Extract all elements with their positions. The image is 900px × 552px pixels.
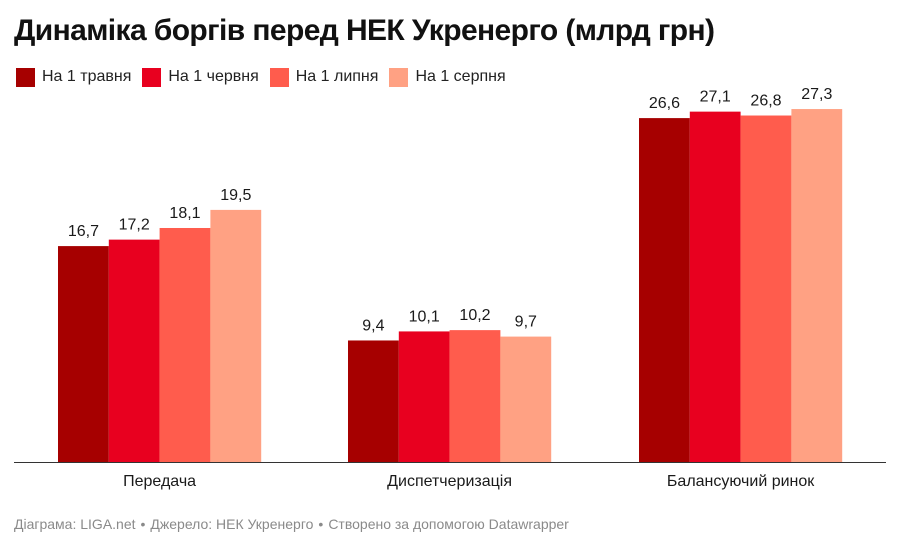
category-label-3: Балансуючий ринок (667, 473, 815, 490)
bar (449, 330, 501, 462)
data-label: 9,7 (515, 314, 537, 331)
data-label: 27,1 (700, 89, 731, 106)
legend-label: На 1 червня (168, 68, 259, 85)
bar (639, 118, 690, 462)
bar (108, 239, 160, 462)
data-label: 27,3 (801, 86, 832, 103)
legend-item-august: На 1 серпня (389, 67, 506, 87)
legend-label: На 1 серпня (415, 68, 506, 85)
footer-tool: Створено за допомогою Datawrapper (328, 516, 569, 532)
data-label: 18,1 (169, 205, 200, 222)
footer-source: Джерело: НЕК Укренерго (150, 516, 314, 532)
data-label: 26,6 (649, 95, 680, 112)
chart-footer: Діаграма: LIGA.net • Джерело: НЕК Укренерг… (14, 516, 569, 532)
legend-swatch (16, 67, 35, 87)
bar (210, 209, 262, 462)
data-label: 10,1 (409, 308, 440, 325)
legend-label: На 1 липня (295, 68, 379, 85)
data-label: 17,2 (119, 217, 150, 234)
data-label: 9,4 (362, 317, 384, 334)
bar-chart: 16,7 17,2 18,1 19,5 Передача 9,4 10,1 10,2 9,7 Ди… (14, 86, 886, 490)
bar (159, 227, 211, 462)
category-label-2: Диспетчеризація (387, 473, 512, 490)
bar (500, 336, 552, 462)
bar (348, 340, 399, 462)
data-label: 19,5 (220, 187, 251, 204)
footer-separator: • (318, 516, 324, 532)
bar (791, 109, 843, 463)
legend: На 1 травня На 1 червня На 1 липня На 1 … (16, 66, 517, 88)
legend-item-june: На 1 червня (142, 67, 259, 87)
legend-swatch (389, 67, 409, 87)
chart-title: Динаміка боргів перед НЕК Укренерго (млр… (14, 14, 715, 47)
legend-item-july: На 1 липня (269, 67, 379, 87)
bar (398, 331, 450, 462)
footer-separator: • (140, 516, 146, 532)
bar (740, 115, 792, 462)
bar (689, 111, 741, 462)
data-label: 10,2 (459, 307, 490, 324)
legend-swatch (269, 67, 289, 87)
legend-swatch (142, 67, 162, 87)
legend-item-may: На 1 травня (16, 67, 132, 87)
bar (58, 246, 109, 462)
legend-label: На 1 травня (42, 68, 132, 85)
category-label-1: Передача (123, 473, 196, 490)
data-label: 26,8 (750, 93, 781, 110)
footer-chart-credit: Діаграма: LIGA.net (14, 516, 136, 532)
data-label: 16,7 (68, 223, 99, 240)
